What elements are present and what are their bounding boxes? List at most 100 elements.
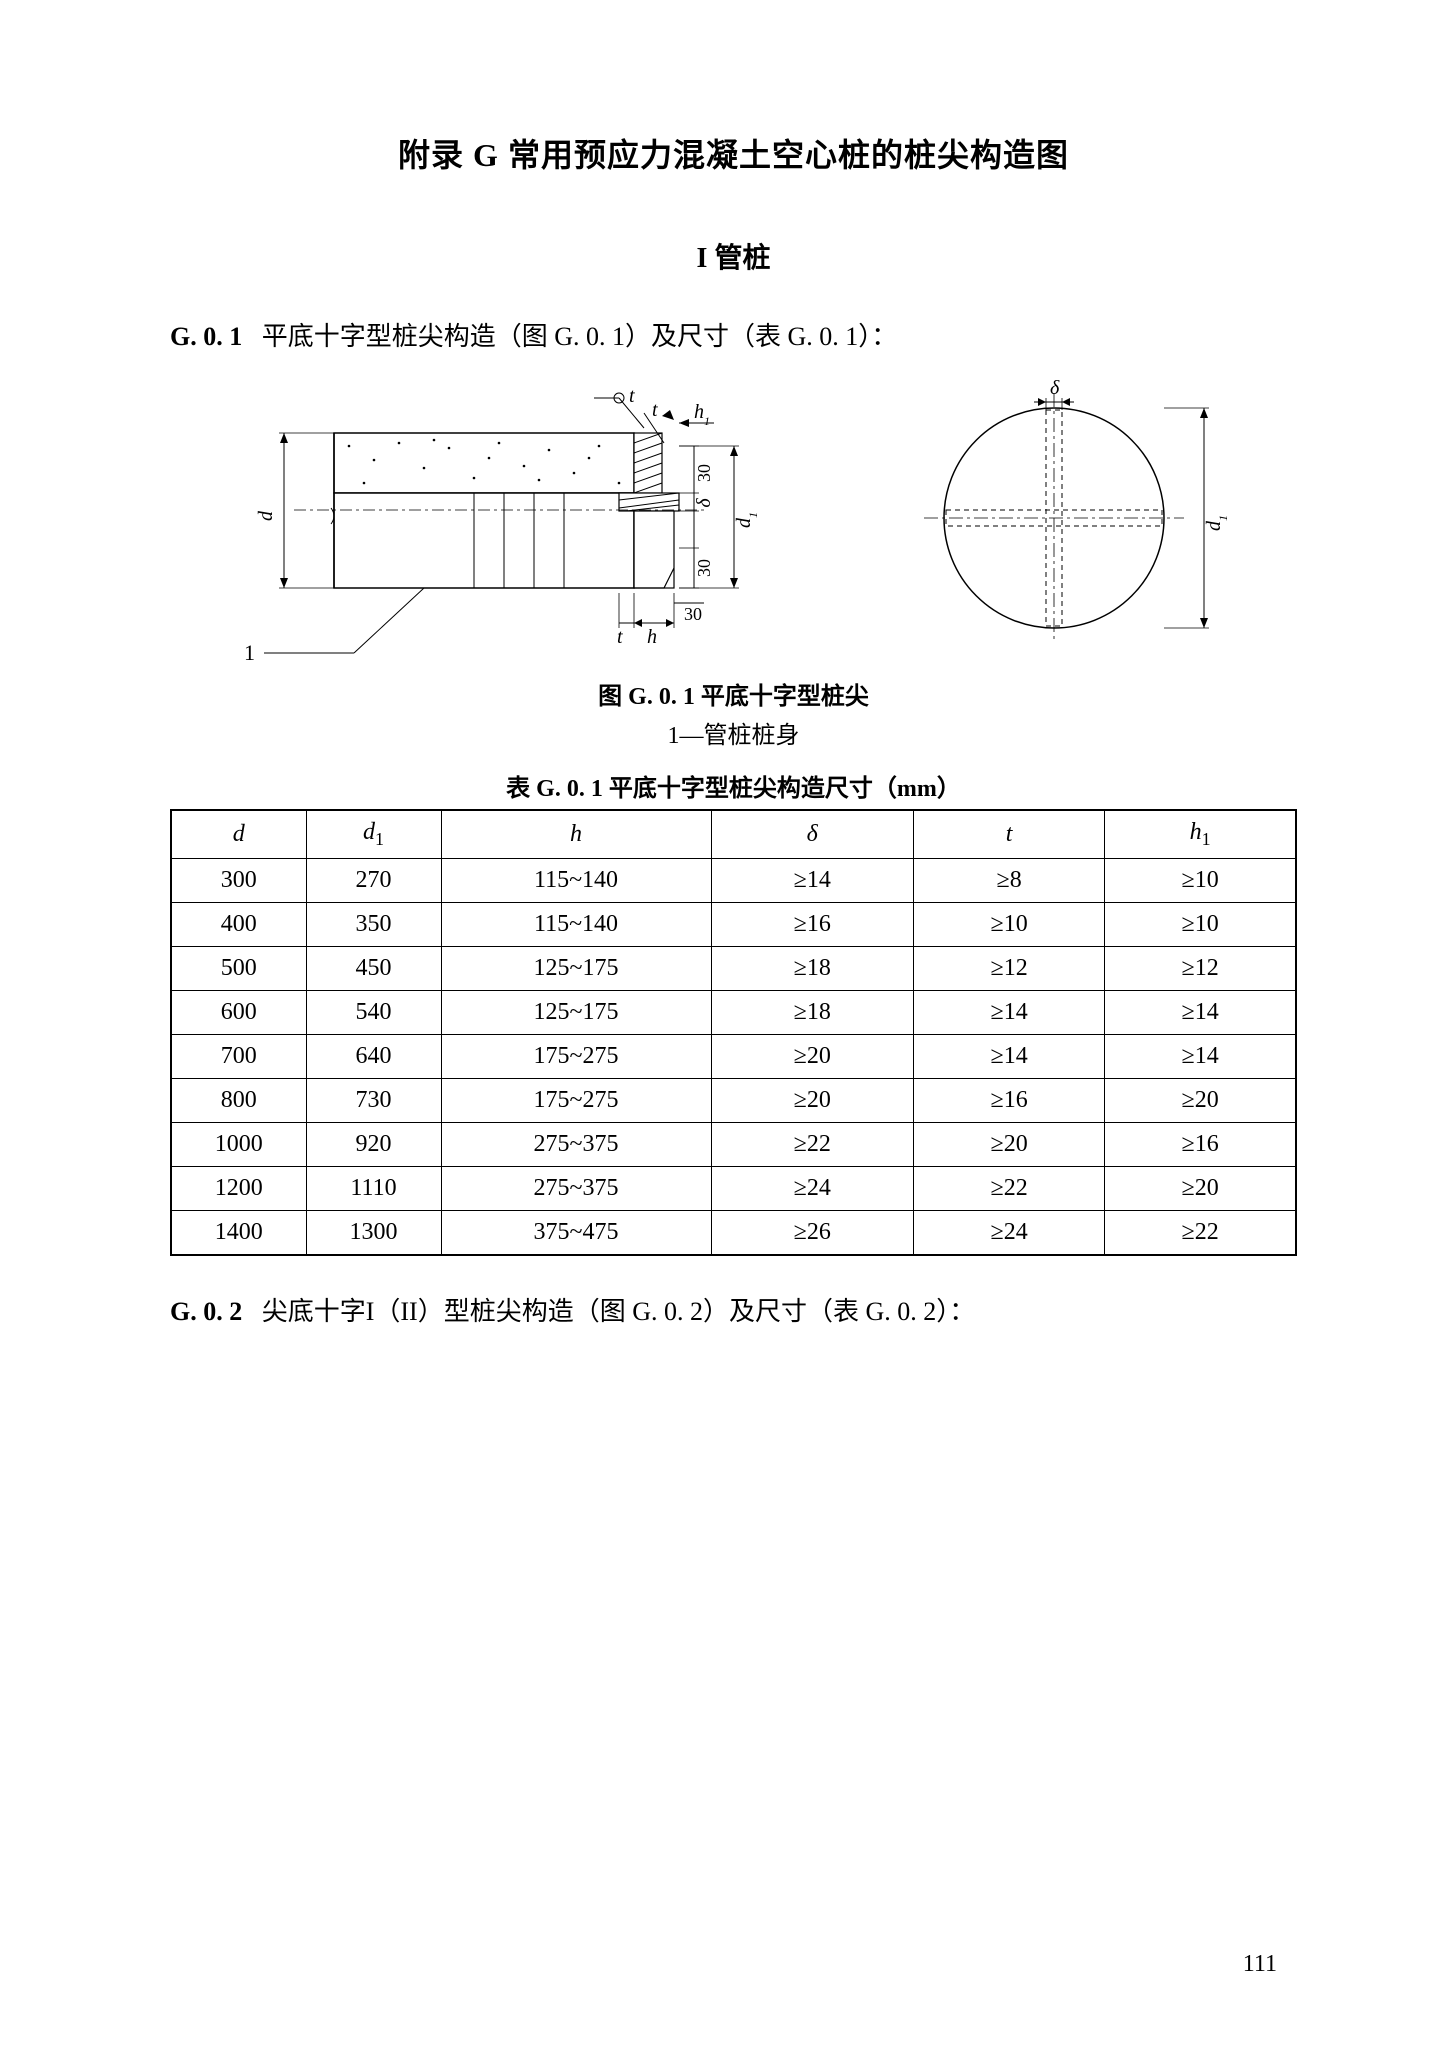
table-cell: ≥18	[711, 990, 914, 1034]
table-cell: ≥14	[914, 990, 1105, 1034]
table-body: 300270115~140≥14≥8≥10400350115~140≥16≥10…	[171, 858, 1296, 1255]
table-cell: 700	[171, 1034, 306, 1078]
table-cell: 1200	[171, 1166, 306, 1210]
table-cell: ≥12	[914, 946, 1105, 990]
appendix-title: 附录 G 常用预应力混凝土空心桩的桩尖构造图	[170, 130, 1297, 176]
table-cell: 450	[306, 946, 441, 990]
dim-30-bot: 30	[694, 559, 714, 577]
dim-h-bottom: h	[647, 626, 657, 648]
dim-30-top: 30	[694, 464, 714, 482]
table-col-t: t	[914, 810, 1105, 858]
table-cell: ≥26	[711, 1210, 914, 1255]
table-col-h1: h1	[1105, 810, 1296, 858]
table-cell: 400	[171, 902, 306, 946]
table-cell: 640	[306, 1034, 441, 1078]
dim-t-label-1: t	[629, 385, 635, 407]
table-row: 12001110275~375≥24≥22≥20	[171, 1166, 1296, 1210]
table-cell: ≥8	[914, 858, 1105, 902]
table-header-row: dd1hδth1	[171, 810, 1296, 858]
table-row: 600540125~175≥18≥14≥14	[171, 990, 1296, 1034]
table-cell: 375~475	[441, 1210, 711, 1255]
table-cell: ≥16	[711, 902, 914, 946]
table-row: 400350115~140≥16≥10≥10	[171, 902, 1296, 946]
table-col-δ: δ	[711, 810, 914, 858]
table-cell: 115~140	[441, 902, 711, 946]
table-cell: ≥22	[711, 1122, 914, 1166]
section-g-0-1-text: 平底十字型桩尖构造（图 G. 0. 1）及尺寸（表 G. 0. 1）：	[262, 322, 898, 351]
table-row: 800730175~275≥20≥16≥20	[171, 1078, 1296, 1122]
dim-t-label-2: t	[652, 399, 658, 421]
table-row: 14001300375~475≥26≥24≥22	[171, 1210, 1296, 1255]
table-cell: ≥20	[1105, 1078, 1296, 1122]
table-cell: ≥10	[914, 902, 1105, 946]
callout-1-label: 1	[244, 640, 255, 665]
dim-t-bottom: t	[617, 626, 623, 648]
table-cell: ≥22	[1105, 1210, 1296, 1255]
table-col-h: h	[441, 810, 711, 858]
table-cell: ≥10	[1105, 858, 1296, 902]
table-cell: ≥22	[914, 1166, 1105, 1210]
section-g-0-2-text: 尖底十字I（II）型桩尖构造（图 G. 0. 2）及尺寸（表 G. 0. 2）：	[262, 1297, 976, 1326]
table-cell: ≥18	[711, 946, 914, 990]
page-number: 111	[1243, 1951, 1277, 1978]
table-cell: 500	[171, 946, 306, 990]
table-cell: ≥14	[711, 858, 914, 902]
table-cell: 800	[171, 1078, 306, 1122]
table-cell: ≥14	[914, 1034, 1105, 1078]
table-cell: ≥24	[914, 1210, 1105, 1255]
section-g-0-1: G. 0. 1 平底十字型桩尖构造（图 G. 0. 1）及尺寸（表 G. 0. …	[170, 316, 1297, 353]
table-cell: 1000	[171, 1122, 306, 1166]
table-cell: ≥20	[914, 1122, 1105, 1166]
table-cell: ≥16	[1105, 1122, 1296, 1166]
table-cell: 115~140	[441, 858, 711, 902]
table-cell: 1300	[306, 1210, 441, 1255]
table-row: 300270115~140≥14≥8≥10	[171, 858, 1296, 902]
table-cell: 275~375	[441, 1122, 711, 1166]
dim-d-label: d	[255, 510, 277, 521]
table-col-d: d	[171, 810, 306, 858]
dimension-table: dd1hδth1 300270115~140≥14≥8≥10400350115~…	[170, 809, 1297, 1256]
table-cell: 1400	[171, 1210, 306, 1255]
table-cell: 730	[306, 1078, 441, 1122]
dim-d1-right: d1	[1203, 515, 1230, 531]
section-g-0-1-prefix: G. 0. 1	[170, 322, 242, 351]
figure-caption: 图 G. 0. 1 平底十字型桩尖	[170, 676, 1297, 711]
figure-g-0-1: d 1 t t h1	[170, 368, 1297, 750]
table-row: 1000920275~375≥22≥20≥16	[171, 1122, 1296, 1166]
table-cell: ≥14	[1105, 1034, 1296, 1078]
table-cell: 275~375	[441, 1166, 711, 1210]
table-row: 700640175~275≥20≥14≥14	[171, 1034, 1296, 1078]
diagram-svg: d 1 t t h1	[184, 368, 1284, 668]
section-g-0-2: G. 0. 2 尖底十字I（II）型桩尖构造（图 G. 0. 2）及尺寸（表 G…	[170, 1291, 1297, 1328]
table-col-d1: d1	[306, 810, 441, 858]
table-cell: 270	[306, 858, 441, 902]
table-cell: ≥20	[711, 1034, 914, 1078]
table-cell: 920	[306, 1122, 441, 1166]
dim-d1-label: d1	[733, 512, 760, 528]
table-caption: 表 G. 0. 1 平底十字型桩尖构造尺寸（mm）	[170, 768, 1297, 803]
page: 附录 G 常用预应力混凝土空心桩的桩尖构造图 I 管桩 G. 0. 1 平底十字…	[0, 0, 1447, 2048]
section-subtitle: I 管桩	[170, 236, 1297, 276]
table-cell: 175~275	[441, 1034, 711, 1078]
table-cell: ≥12	[1105, 946, 1296, 990]
table-cell: 300	[171, 858, 306, 902]
table-row: 500450125~175≥18≥12≥12	[171, 946, 1296, 990]
section-g-0-2-prefix: G. 0. 2	[170, 1297, 242, 1326]
figure-subcaption: 1—管桩桩身	[170, 715, 1297, 750]
table-cell: 1110	[306, 1166, 441, 1210]
table-cell: ≥24	[711, 1166, 914, 1210]
table-cell: 175~275	[441, 1078, 711, 1122]
dim-delta-top: δ	[1050, 377, 1060, 399]
table-cell: ≥16	[914, 1078, 1105, 1122]
table-cell: ≥20	[711, 1078, 914, 1122]
table-cell: 600	[171, 990, 306, 1034]
table-cell: 540	[306, 990, 441, 1034]
table-cell: ≥10	[1105, 902, 1296, 946]
dim-delta-mid: δ	[693, 498, 715, 508]
table-cell: 125~175	[441, 946, 711, 990]
dim-h1-label: h1	[694, 401, 710, 428]
table-cell: ≥20	[1105, 1166, 1296, 1210]
table-cell: 350	[306, 902, 441, 946]
table-cell: ≥14	[1105, 990, 1296, 1034]
dim-30-right: 30	[684, 604, 702, 624]
